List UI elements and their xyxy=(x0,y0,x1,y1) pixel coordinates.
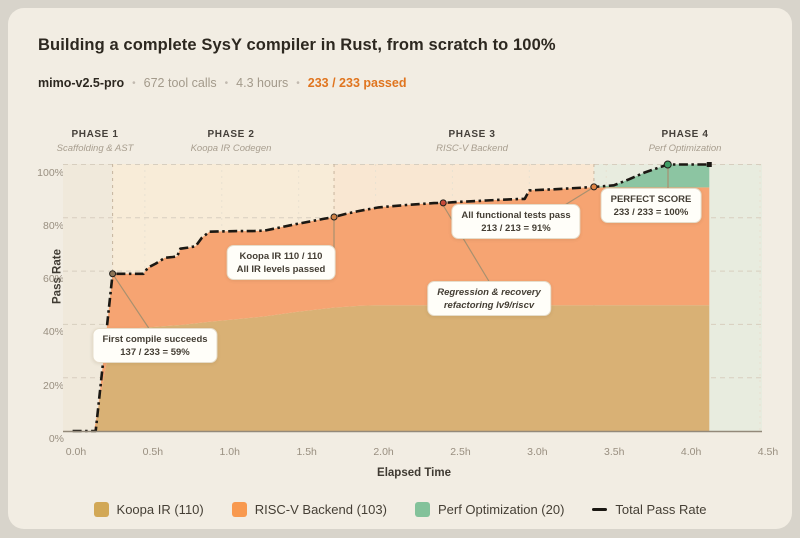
y-tick-label: 20% xyxy=(42,379,64,392)
legend-item-koopa-ir: Koopa IR (110) xyxy=(93,502,204,517)
annotation-koopa-complete: Koopa IR 110 / 110 All IR levels passed xyxy=(226,245,336,280)
bullet-separator: • xyxy=(296,78,300,89)
passed-stat: 233 / 233 passed xyxy=(307,76,407,90)
y-tick-label: 100% xyxy=(37,166,64,179)
phase-2-header: PHASE 2 Koopa IR Codegen xyxy=(190,129,272,154)
bullet-separator: • xyxy=(224,78,229,89)
legend-item-total-pass-rate: Total Pass Rate xyxy=(592,502,706,517)
x-tick-label: 0.5h xyxy=(142,446,164,458)
x-tick-label: 4.0h xyxy=(680,446,702,458)
phase-4-header: PHASE 4 Perf Optimization xyxy=(648,129,722,154)
x-tick-label: 2.0h xyxy=(373,446,394,458)
bullet-separator: • xyxy=(132,78,136,89)
model-name: mimo-v2.5-pro xyxy=(38,76,125,90)
x-tick-label: 3.0h xyxy=(527,446,548,458)
total-pass-rate-dash-icon xyxy=(592,508,608,511)
legend-item-riscv-backend: RISC-V Backend (103) xyxy=(231,502,387,517)
x-tick-label: 1.0h xyxy=(219,446,240,458)
y-tick-label: 0% xyxy=(48,433,64,445)
pass-rate-chart xyxy=(63,160,762,433)
x-tick-label: 0.0h xyxy=(65,446,87,458)
x-tick-label: 2.5h xyxy=(450,446,471,458)
perf-optimization-swatch-icon xyxy=(414,502,430,517)
x-axis-title: Elapsed Time xyxy=(377,467,451,479)
annotation-first-compile: First compile succeeds 137 / 233 = 59% xyxy=(92,328,218,363)
annotation-perfect-score: PERFECT SCORE 233 / 233 = 100% xyxy=(600,188,702,223)
y-tick-label: 60% xyxy=(42,273,64,286)
run-summary: mimo-v2.5-pro • 672 tool calls • 4.3 hours • 2… xyxy=(38,76,406,90)
phase-1-header: PHASE 1 Scaffolding & AST xyxy=(56,129,134,154)
annotation-regression: Regression & recovery refactoring lv9/ri… xyxy=(427,281,551,316)
chart-legend: Koopa IR (110) RISC-V Backend (103) Perf… xyxy=(8,502,792,517)
x-tick-label: 3.5h xyxy=(604,446,625,458)
legend-item-perf-optimization: Perf Optimization (20) xyxy=(414,502,564,517)
page-title: Building a complete SysY compiler in Rus… xyxy=(38,36,556,54)
x-tick-label: 4.5h xyxy=(757,446,779,458)
y-tick-label: 80% xyxy=(42,219,64,232)
riscv-backend-swatch-icon xyxy=(231,502,247,517)
phase-3-header: PHASE 3 RISC-V Backend xyxy=(436,129,508,154)
chart-card: Building a complete SysY compiler in Rus… xyxy=(8,8,792,529)
duration-stat: 4.3 hours xyxy=(236,76,289,90)
y-tick-label: 40% xyxy=(42,326,64,339)
x-tick-label: 1.5h xyxy=(296,446,317,458)
koopa-ir-swatch-icon xyxy=(93,502,109,517)
tool-calls-stat: 672 tool calls xyxy=(143,76,217,90)
annotation-functional-pass: All functional tests pass 213 / 213 = 91… xyxy=(451,204,581,239)
